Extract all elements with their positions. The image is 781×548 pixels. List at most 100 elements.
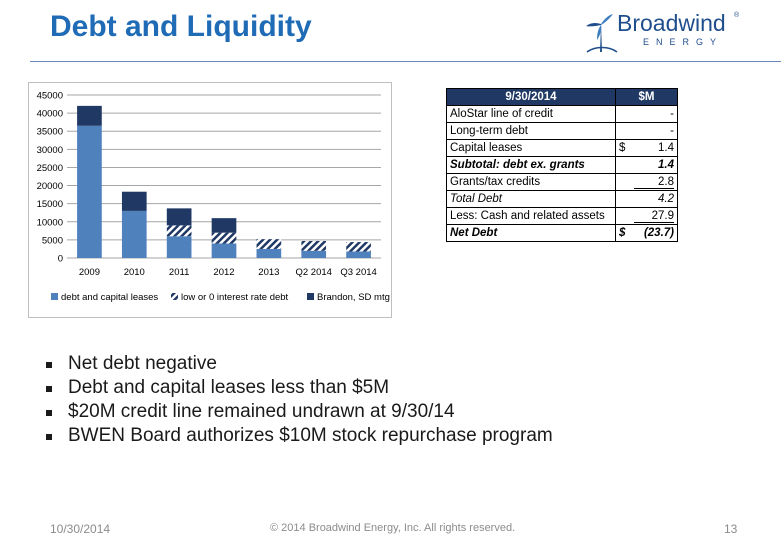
x-tick-label: 2009 bbox=[79, 267, 100, 278]
bar-segment bbox=[256, 239, 282, 249]
table-row-value-cell: 1.4 bbox=[615, 156, 678, 174]
bar-segment bbox=[301, 240, 327, 251]
company-logo: Broadwind ® ENERGY bbox=[583, 10, 743, 56]
legend-swatch bbox=[51, 293, 58, 300]
y-tick-label: 45000 bbox=[37, 91, 63, 102]
x-tick-label: 2013 bbox=[258, 267, 279, 278]
bullet-list: Net debt negative Debt and capital lease… bbox=[46, 352, 553, 448]
table-row-label: Less: Cash and related assets bbox=[446, 207, 616, 225]
table-row-value-cell: $1.4 bbox=[615, 139, 678, 157]
y-tick-label: 0 bbox=[58, 254, 63, 265]
debt-bar-chart: 0 5000 10000 15000 20000 25000 30000 35000 40000… bbox=[37, 91, 390, 304]
logo-wordmark: Broadwind bbox=[617, 10, 726, 36]
table-row-value: 1.4 bbox=[658, 142, 674, 154]
bar-segment bbox=[166, 236, 192, 258]
table-header-date: 9/30/2014 bbox=[446, 88, 616, 106]
bar-segment bbox=[256, 248, 282, 258]
x-tick-label: Q2 2014 bbox=[295, 267, 331, 278]
bullet-text: $20M credit line remained undrawn at 9/3… bbox=[68, 401, 455, 422]
bar-segment bbox=[346, 251, 371, 258]
table-row-currency: $ bbox=[619, 227, 626, 239]
y-tick-label: 25000 bbox=[37, 163, 63, 174]
bar-segment bbox=[211, 243, 237, 258]
table-row-label: Net Debt bbox=[446, 224, 616, 242]
table-row: Capital leases $1.4 bbox=[446, 139, 678, 157]
table-row-label: AloStar line of credit bbox=[446, 105, 616, 123]
debt-table: 9/30/2014 $M AloStar line of credit - Long… bbox=[446, 88, 678, 242]
bullet-text: BWEN Board authorizes $10M stock repurch… bbox=[68, 425, 553, 446]
title-divider bbox=[30, 61, 781, 62]
table-row: Total Debt 4.2 bbox=[446, 190, 678, 208]
table-row-value: (23.7) bbox=[643, 227, 674, 239]
table-row: Long-term debt - bbox=[446, 122, 678, 140]
slide-title: Debt and Liquidity bbox=[50, 10, 312, 43]
legend-swatch bbox=[307, 293, 314, 300]
bullet-item: BWEN Board authorizes $10M stock repurch… bbox=[46, 424, 553, 448]
table-row: Net Debt $ (23.7) bbox=[446, 224, 678, 242]
legend-label: low or 0 interest rate debt bbox=[181, 292, 289, 303]
bar-segment bbox=[301, 250, 327, 258]
logo-trademark: ® bbox=[734, 12, 740, 19]
bar-segment bbox=[211, 232, 237, 244]
table-row-value-cell: 27.9 bbox=[615, 207, 678, 225]
bar-segment bbox=[211, 218, 237, 233]
table-row-value-cell: $ (23.7) bbox=[615, 224, 678, 242]
bullet-item: Net debt negative bbox=[46, 352, 553, 376]
y-tick-label: 10000 bbox=[37, 217, 63, 228]
table-row-value: 27.9 bbox=[634, 210, 674, 223]
page-number: 13 bbox=[724, 522, 738, 536]
x-tick-label: 2012 bbox=[213, 267, 234, 278]
table-row-value: 2.8 bbox=[634, 176, 674, 189]
table-row-value: 1.4 bbox=[658, 159, 674, 171]
legend-swatch bbox=[171, 293, 178, 300]
bullet-marker bbox=[46, 362, 52, 368]
x-tick-label: 2010 bbox=[124, 267, 145, 278]
table-row-label: Subtotal: debt ex. grants bbox=[446, 156, 616, 174]
table-row: AloStar line of credit - bbox=[446, 105, 678, 123]
y-tick-label: 40000 bbox=[37, 109, 63, 120]
bullet-marker bbox=[46, 410, 52, 416]
bullet-item: $20M credit line remained undrawn at 9/3… bbox=[46, 400, 553, 424]
table-row: Grants/tax credits 2.8 bbox=[446, 173, 678, 191]
bar-segment bbox=[121, 210, 147, 258]
bullet-item: Debt and capital leases less than $5M bbox=[46, 376, 553, 400]
debt-chart: 0 5000 10000 15000 20000 25000 30000 35000 40000… bbox=[28, 82, 392, 318]
table-header-unit: $M bbox=[615, 88, 678, 106]
bar-segment bbox=[121, 191, 147, 211]
logo-subtitle: ENERGY bbox=[643, 37, 724, 47]
table-row-label: Total Debt bbox=[446, 190, 616, 208]
y-tick-label: 5000 bbox=[42, 235, 63, 246]
table-row-label: Long-term debt bbox=[446, 122, 616, 140]
y-tick-label: 35000 bbox=[37, 127, 63, 138]
x-tick-label: 2011 bbox=[169, 267, 189, 278]
bullet-text: Net debt negative bbox=[68, 353, 217, 374]
table-row-value-cell: - bbox=[615, 105, 678, 123]
table-row-value-cell: 4.2 bbox=[615, 190, 678, 208]
legend-label: Brandon, SD mtg bbox=[317, 292, 390, 303]
table-row-label: Grants/tax credits bbox=[446, 173, 616, 191]
table-row-value-cell: - bbox=[615, 122, 678, 140]
bullet-marker bbox=[46, 434, 52, 440]
bar-segment bbox=[166, 208, 192, 226]
legend-label: debt and capital leases bbox=[61, 292, 158, 303]
table-header-row: 9/30/2014 $M bbox=[446, 88, 678, 106]
table-row-value: - bbox=[670, 108, 674, 120]
wind-turbine-icon bbox=[586, 14, 618, 53]
table-row-value: - bbox=[670, 125, 674, 137]
footer-copyright: © 2014 Broadwind Energy, Inc. All rights… bbox=[270, 522, 516, 534]
bar-segment bbox=[346, 242, 371, 252]
y-tick-label: 30000 bbox=[37, 145, 63, 156]
bullet-text: Debt and capital leases less than $5M bbox=[68, 377, 390, 398]
table-row-value: 4.2 bbox=[658, 193, 674, 205]
footer-date: 10/30/2014 bbox=[50, 522, 111, 536]
bar-segment bbox=[77, 105, 102, 126]
y-tick-label: 20000 bbox=[37, 181, 63, 192]
table-row-label: Capital leases bbox=[446, 139, 616, 157]
table-row-value-cell: 2.8 bbox=[615, 173, 678, 191]
bar-segment bbox=[166, 225, 192, 237]
x-tick-label: Q3 2014 bbox=[340, 267, 376, 278]
y-tick-label: 15000 bbox=[37, 199, 63, 210]
table-row-currency: $ bbox=[619, 142, 626, 154]
bar-segment bbox=[77, 125, 102, 259]
bullet-marker bbox=[46, 386, 52, 392]
